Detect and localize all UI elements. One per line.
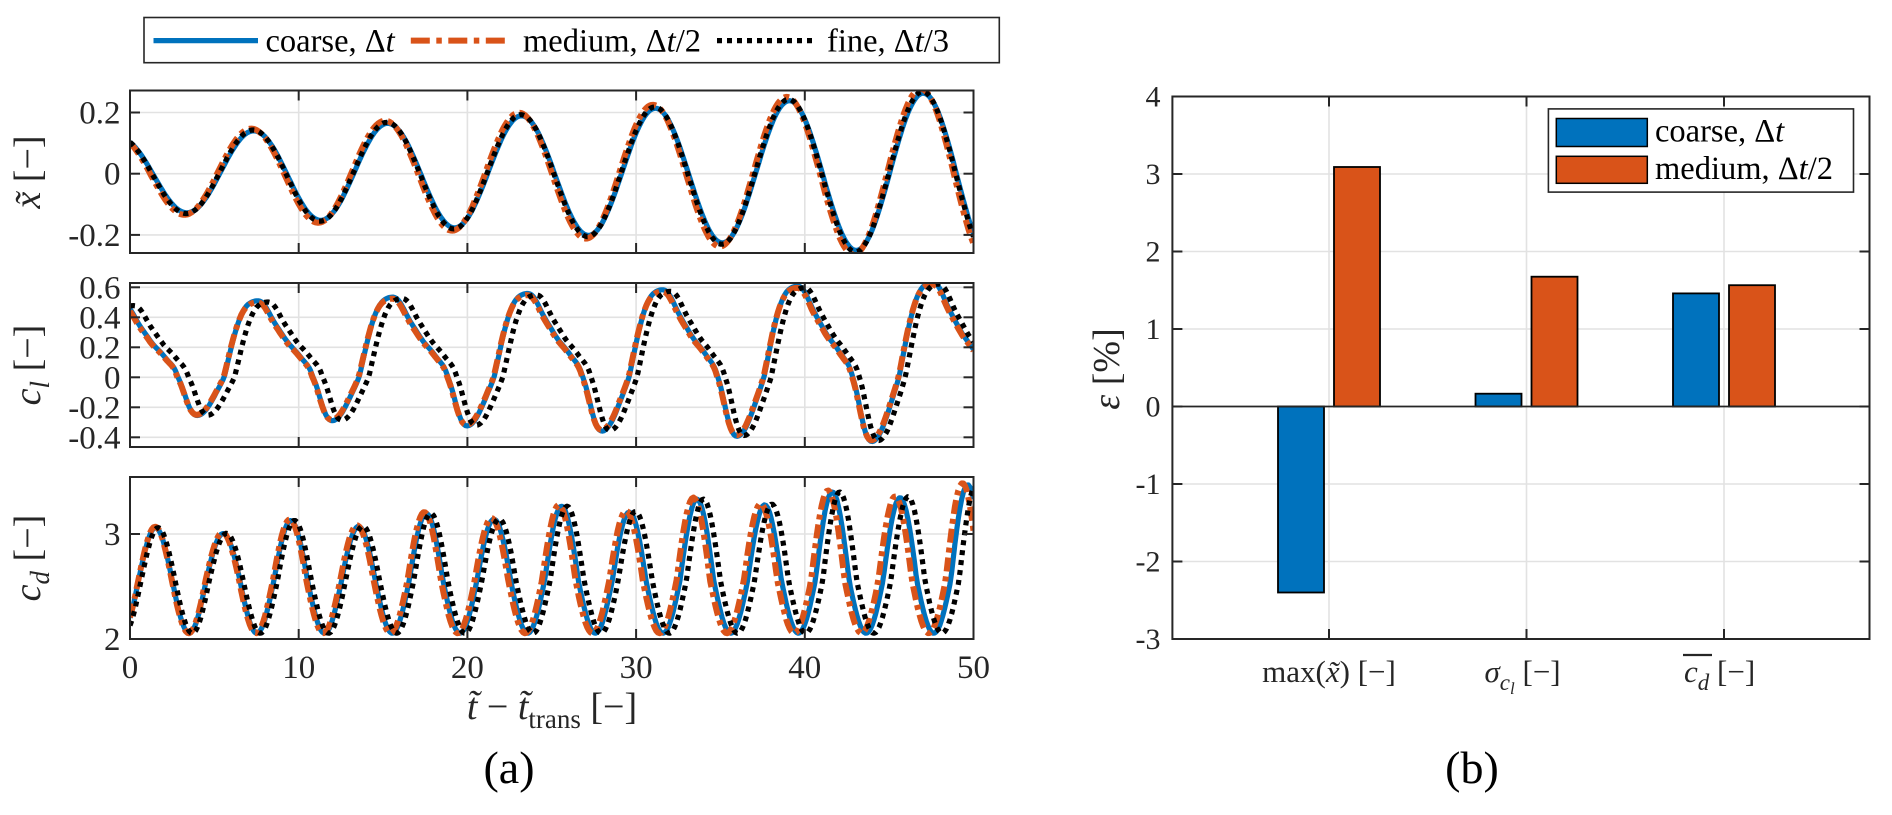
svg-text:20: 20 — [451, 650, 484, 686]
svg-text:ε [%]: ε [%] — [1086, 328, 1128, 409]
svg-text:coarse, Δt: coarse, Δt — [1655, 114, 1785, 150]
svg-text:-0.4: -0.4 — [68, 420, 120, 456]
svg-text:0.4: 0.4 — [79, 300, 120, 336]
svg-text:0: 0 — [1146, 391, 1161, 424]
svg-text:0.2: 0.2 — [79, 330, 120, 366]
svg-text:3: 3 — [104, 517, 121, 553]
svg-text:t̃ − t̃trans [−]: t̃ − t̃trans [−] — [467, 686, 637, 734]
svg-text:3: 3 — [1146, 158, 1161, 191]
svg-text:-1: -1 — [1136, 468, 1161, 501]
svg-text:2: 2 — [104, 622, 121, 658]
svg-text:medium, Δt/2: medium, Δt/2 — [523, 24, 701, 60]
svg-text:0: 0 — [104, 360, 121, 396]
svg-text:1: 1 — [1146, 313, 1161, 346]
svg-text:cd [−]: cd [−] — [1684, 654, 1755, 695]
svg-text:σcl [−]: σcl [−] — [1485, 654, 1561, 698]
svg-text:50: 50 — [957, 650, 990, 686]
svg-text:medium, Δt/2: medium, Δt/2 — [1655, 151, 1833, 187]
svg-text:0: 0 — [122, 650, 139, 686]
svg-text:4: 4 — [1146, 81, 1161, 114]
svg-text:fine, Δt/3: fine, Δt/3 — [827, 24, 949, 60]
svg-text:max(x̃) [−]: max(x̃) [−] — [1262, 654, 1396, 689]
svg-text:-2: -2 — [1136, 546, 1161, 579]
svg-text:(a): (a) — [483, 742, 534, 793]
svg-text:30: 30 — [620, 650, 653, 686]
svg-text:cl [−]: cl [−] — [7, 325, 55, 406]
svg-text:10: 10 — [282, 650, 315, 686]
svg-text:-0.2: -0.2 — [68, 390, 120, 426]
svg-text:0: 0 — [104, 157, 121, 193]
svg-text:-0.2: -0.2 — [68, 218, 120, 254]
svg-text:cd [−]: cd [−] — [7, 515, 55, 602]
svg-text:coarse, Δt: coarse, Δt — [266, 24, 396, 60]
svg-text:2: 2 — [1146, 236, 1161, 269]
svg-text:0.2: 0.2 — [79, 96, 120, 132]
svg-text:(b): (b) — [1445, 742, 1499, 793]
svg-text:-3: -3 — [1136, 623, 1161, 656]
svg-text:x̃ [−]: x̃ [−] — [7, 135, 49, 209]
svg-text:0.6: 0.6 — [79, 270, 120, 306]
svg-text:40: 40 — [788, 650, 821, 686]
